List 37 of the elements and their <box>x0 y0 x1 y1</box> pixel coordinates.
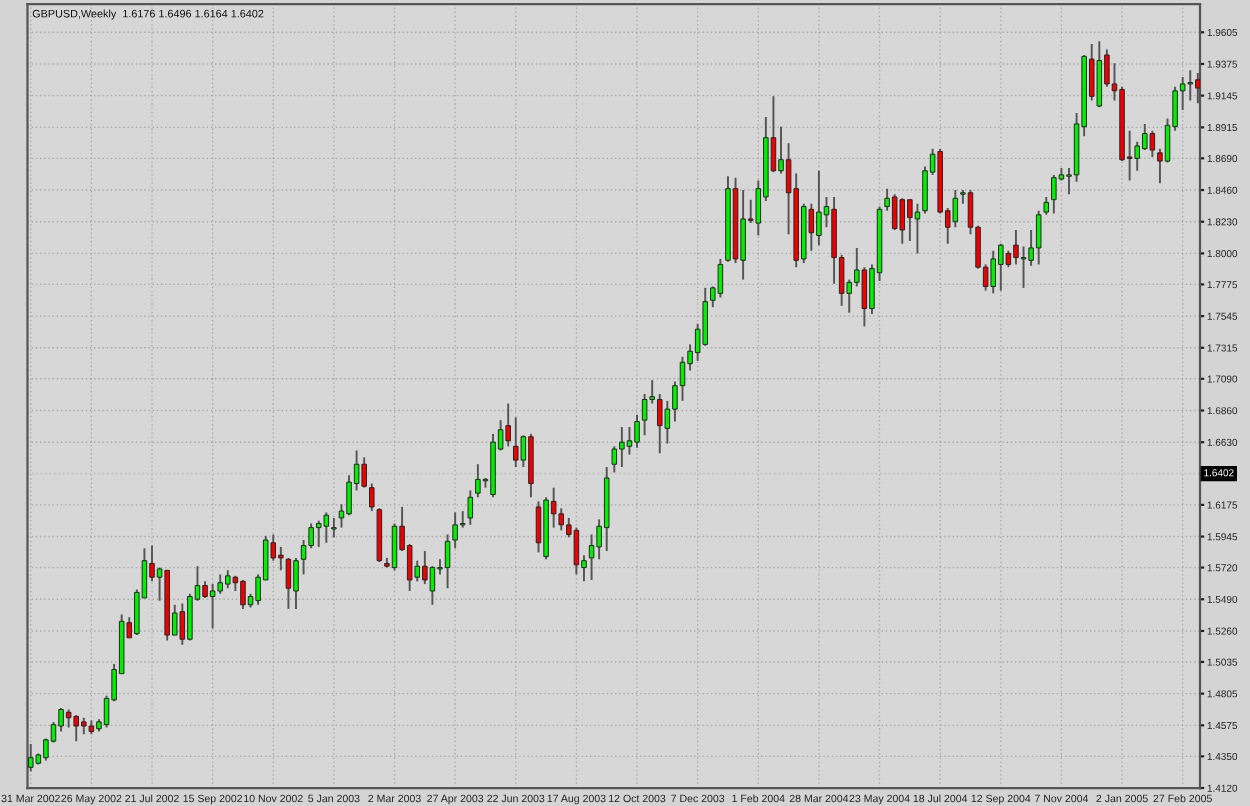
candlestick <box>73 714 79 743</box>
candlestick <box>816 169 822 247</box>
candlestick <box>717 257 724 299</box>
candlestick <box>187 592 193 642</box>
candlestick <box>998 242 1004 292</box>
candlestick <box>899 197 906 245</box>
candlestick <box>1013 229 1019 266</box>
candlestick <box>634 413 640 449</box>
candlestick <box>626 426 633 456</box>
candlestick <box>513 416 519 468</box>
candlestick <box>1096 40 1103 109</box>
candlestick <box>611 445 618 474</box>
candlestick <box>315 519 322 548</box>
candlestick <box>179 602 186 646</box>
candlestick <box>361 456 367 489</box>
candlestick <box>1142 122 1148 152</box>
candlestick <box>679 355 686 402</box>
candlestick <box>588 533 595 581</box>
candlestick <box>914 202 921 255</box>
candlestick <box>1051 173 1057 215</box>
candlestick <box>1020 245 1027 289</box>
candlestick <box>467 489 474 526</box>
candlestick <box>619 426 625 468</box>
candlestick <box>293 556 299 610</box>
candlestick <box>657 392 663 455</box>
candlestick <box>475 463 481 499</box>
candlestick <box>323 511 330 544</box>
candlestick <box>1187 69 1194 102</box>
candlestick <box>391 522 398 572</box>
candlestick <box>535 500 542 554</box>
candlestick <box>528 432 534 499</box>
candlestick <box>505 402 511 448</box>
candlestick <box>573 526 580 576</box>
candlestick <box>1149 129 1156 158</box>
candlestick <box>240 579 246 610</box>
candlestick <box>808 202 815 252</box>
candlestick <box>990 249 996 295</box>
